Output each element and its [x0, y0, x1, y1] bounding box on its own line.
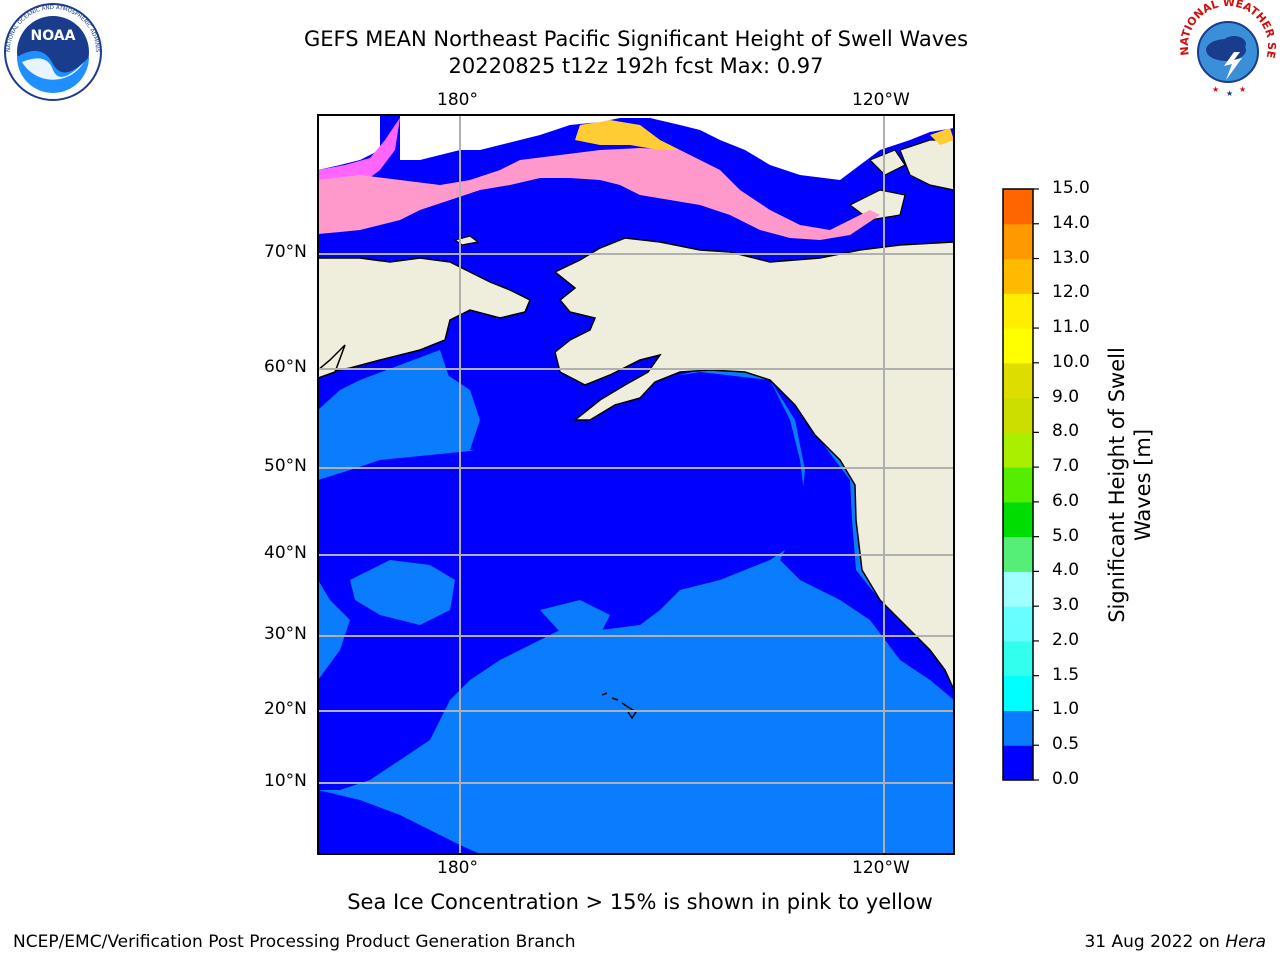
colorbar-tick-label: 0.5	[1052, 734, 1080, 755]
ocean-patch-west	[350, 560, 455, 625]
colorbar-tick-label: 13.0	[1052, 247, 1090, 268]
colorbar-title-line: Significant Height of Swell	[1105, 347, 1129, 623]
noaa-logo-text: NOAA	[31, 28, 76, 44]
colorbar-segment	[1003, 189, 1033, 225]
colorbar-tick-label: 0.0	[1052, 769, 1080, 789]
sea-ice-yellow	[575, 120, 680, 150]
svg-text:★: ★	[1226, 89, 1233, 98]
colorbar-tick-label: 12.0	[1052, 282, 1090, 303]
lon-label-bottom-180: 180°	[437, 858, 478, 878]
ocean-patch-north	[325, 370, 480, 455]
footer-machine: Hera	[1225, 932, 1266, 952]
colorbar-tick-label: 7.0	[1052, 456, 1080, 477]
map-plot-area	[318, 115, 954, 854]
footer-date-text: 31 Aug 2022 on	[1084, 932, 1226, 952]
nws-logo: NATIONAL WEATHER SERVICE ★ ★ ★	[1176, 0, 1278, 98]
ocean-swell-0-0.5-south	[318, 790, 480, 854]
chart-title: GEFS MEAN Northeast Pacific Significant …	[303, 27, 969, 51]
footer-credit: NCEP/EMC/Verification Post Processing Pr…	[13, 932, 576, 952]
colorbar-tick-label: 10.0	[1052, 351, 1090, 372]
colorbar-tick-label: 1.5	[1052, 664, 1080, 685]
lon-label-bottom-120w: 120°W	[852, 858, 910, 878]
colorbar-tick-label: 3.0	[1052, 595, 1080, 616]
lat-label-30n: 30°N	[264, 624, 307, 644]
colorbar-segment	[1003, 710, 1033, 746]
sea-ice-note: Sea Ice Concentration > 15% is shown in …	[347, 890, 933, 914]
colorbar	[1003, 188, 1039, 781]
gridlines	[318, 115, 954, 854]
colorbar-segment	[1003, 745, 1033, 781]
colorbar-segment	[1003, 397, 1033, 433]
noaa-logo: NOAA NATIONAL OCEANIC AND ATMOSPHERIC AD…	[2, 2, 102, 101]
colorbar-segment	[1003, 606, 1033, 642]
colorbar-tick-label: 2.0	[1052, 629, 1080, 650]
ocean-patch-mid	[540, 600, 610, 635]
colorbar-segment	[1003, 640, 1033, 677]
colorbar-tick-label: 15.0	[1052, 178, 1090, 198]
colorbar-segment	[1003, 571, 1033, 607]
colorbar-segment	[1003, 467, 1033, 503]
colorbar-tick-label: 6.0	[1052, 490, 1080, 511]
colorbar-frame	[1002, 188, 1034, 781]
svg-text:★: ★	[1212, 85, 1219, 94]
colorbar-title-line: Waves [m]	[1131, 428, 1155, 542]
sea-ice-white	[318, 115, 380, 170]
colorbar-segment	[1003, 258, 1033, 294]
sea-ice-yellow-3	[930, 128, 954, 145]
colorbar-segment	[1003, 293, 1033, 329]
sea-ice-pink-1	[318, 148, 880, 240]
colorbar-title: Significant Height of Swell Waves [m]	[1104, 347, 1156, 623]
land-siberia	[318, 257, 531, 379]
colorbar-tick-label: 8.0	[1052, 421, 1080, 442]
sea-ice-white-2	[400, 115, 954, 180]
lon-label-top-120w: 120°W	[852, 90, 910, 110]
colorbar-segment	[1003, 328, 1033, 364]
lat-label-70n: 70°N	[264, 242, 307, 262]
footer-date: 31 Aug 2022 on Hera	[1084, 932, 1266, 952]
colorbar-segment	[1003, 223, 1033, 260]
ocean-swell-0-0.5-coast	[770, 380, 954, 700]
colorbar-tick-label: 11.0	[1052, 317, 1090, 338]
svg-text:★: ★	[1239, 85, 1246, 94]
colorbar-tick-label: 1.0	[1052, 699, 1080, 720]
colorbar-tick-label: 9.0	[1052, 386, 1080, 407]
colorbar-segment	[1003, 536, 1033, 572]
ocean-swell-0-0.5-central	[318, 372, 805, 790]
lat-label-20n: 20°N	[264, 699, 307, 719]
lat-label-40n: 40°N	[264, 543, 307, 563]
colorbar-segment	[1003, 362, 1033, 399]
map-frame	[317, 114, 955, 855]
sea-ice-white-3	[498, 115, 520, 130]
chart-subtitle: 20220825 t12z 192h fcst Max: 0.97	[448, 54, 824, 78]
lon-label-top-180: 180°	[437, 90, 478, 110]
colorbar-segment	[1003, 501, 1033, 538]
colorbar-tick-label: 14.0	[1052, 212, 1090, 233]
lat-label-50n: 50°N	[264, 456, 307, 476]
colorbar-tick-label: 5.0	[1052, 525, 1080, 546]
lat-label-60n: 60°N	[264, 357, 307, 377]
land-arctic-island-2	[899, 139, 954, 191]
land-arctic-island-3	[868, 149, 906, 176]
lat-label-10n: 10°N	[264, 771, 307, 791]
colorbar-segment	[1003, 675, 1033, 711]
colorbar-tick-label: 4.0	[1052, 560, 1080, 581]
colorbar-segment	[1003, 432, 1033, 468]
